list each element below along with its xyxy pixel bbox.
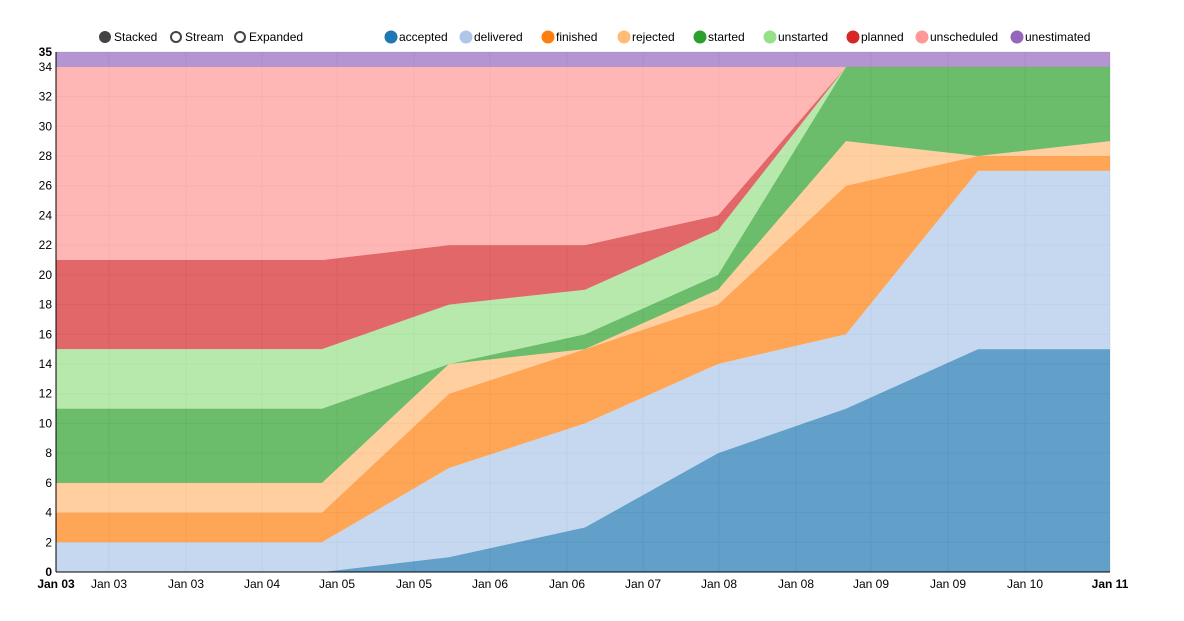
legend: accepted delivered finished rejected started… <box>384 30 1090 44</box>
x-tick-label: Jan 04 <box>244 577 280 591</box>
area-accepted[interactable] <box>56 349 1110 572</box>
x-tick-label: Jan 05 <box>396 577 432 591</box>
control-label[interactable]: Stream <box>185 30 224 44</box>
y-tick-label: 2 <box>45 535 52 549</box>
legend-item-started[interactable]: started <box>693 30 745 44</box>
legend-label[interactable]: unstarted <box>778 30 828 44</box>
x-tick-label: Jan 03 <box>37 577 75 591</box>
y-tick-label: 10 <box>39 416 53 430</box>
legend-swatch-icon[interactable] <box>541 30 555 44</box>
y-tick-label: 22 <box>39 238 53 252</box>
area-delivered[interactable] <box>56 170 1110 572</box>
y-tick-label: 4 <box>45 506 52 520</box>
control-label[interactable]: Stacked <box>114 30 157 44</box>
legend-label[interactable]: unestimated <box>1025 30 1090 44</box>
control-radio-icon[interactable] <box>234 31 246 43</box>
y-tick-label: 14 <box>39 357 53 371</box>
x-tick-label: Jan 08 <box>778 577 814 591</box>
area-started[interactable] <box>56 66 1110 483</box>
chart-style-controls: Stacked Stream Expanded <box>99 30 303 44</box>
legend-item-accepted[interactable]: accepted <box>384 30 448 44</box>
legend-swatch-icon[interactable] <box>846 30 860 44</box>
series-areas <box>56 52 1110 572</box>
y-tick-label: 28 <box>39 149 53 163</box>
control-stream[interactable]: Stream <box>170 30 224 44</box>
legend-item-finished[interactable]: finished <box>541 30 597 44</box>
x-tick-label: Jan 05 <box>319 577 355 591</box>
y-tick-label: 30 <box>39 119 53 133</box>
legend-item-unestimated[interactable]: unestimated <box>1010 30 1090 44</box>
legend-item-unscheduled[interactable]: unscheduled <box>915 30 998 44</box>
legend-swatch-icon[interactable] <box>1010 30 1024 44</box>
y-tick-label: 34 <box>39 60 53 74</box>
x-tick-label: Jan 03 <box>91 577 127 591</box>
legend-swatch-icon[interactable] <box>617 30 631 44</box>
control-expanded[interactable]: Expanded <box>234 30 303 44</box>
x-tick-label: Jan 03 <box>168 577 204 591</box>
legend-swatch-icon[interactable] <box>459 30 473 44</box>
legend-swatch-icon[interactable] <box>915 30 929 44</box>
y-tick-label: 18 <box>39 298 53 312</box>
control-radio-icon[interactable] <box>99 31 111 43</box>
y-tick-label: 20 <box>39 268 53 282</box>
legend-item-delivered[interactable]: delivered <box>459 30 523 44</box>
area-unstarted[interactable] <box>56 66 1110 409</box>
legend-label[interactable]: started <box>708 30 745 44</box>
area-planned[interactable] <box>56 66 1110 350</box>
legend-label[interactable]: finished <box>556 30 597 44</box>
area-unscheduled[interactable] <box>56 66 1110 261</box>
legend-label[interactable]: accepted <box>399 30 448 44</box>
legend-swatch-icon[interactable] <box>763 30 777 44</box>
y-tick-label: 0 <box>45 565 52 579</box>
legend-item-unstarted[interactable]: unstarted <box>763 30 828 44</box>
area-unestimated[interactable] <box>56 52 1110 67</box>
control-stacked[interactable]: Stacked <box>99 30 157 44</box>
legend-label[interactable]: rejected <box>632 30 675 44</box>
x-tick-label: Jan 11 <box>1092 577 1129 591</box>
y-tick-label: 12 <box>39 387 53 401</box>
legend-label[interactable]: planned <box>861 30 904 44</box>
y-tick-label: 32 <box>39 90 53 104</box>
y-tick-label: 26 <box>39 179 53 193</box>
legend-swatch-icon[interactable] <box>384 30 398 44</box>
area-finished[interactable] <box>56 156 1110 543</box>
x-tick-label: Jan 06 <box>472 577 508 591</box>
y-tick-label: 8 <box>45 446 52 460</box>
y-tick-label: 24 <box>39 208 53 222</box>
x-tick-label: Jan 10 <box>1007 577 1043 591</box>
x-tick-label: Jan 09 <box>930 577 966 591</box>
y-tick-label: 6 <box>45 476 52 490</box>
legend-label[interactable]: delivered <box>474 30 523 44</box>
control-radio-icon[interactable] <box>170 31 182 43</box>
y-tick-label: 35 <box>39 45 53 59</box>
legend-label[interactable]: unscheduled <box>930 30 998 44</box>
x-tick-label: Jan 06 <box>549 577 585 591</box>
legend-swatch-icon[interactable] <box>693 30 707 44</box>
y-tick-label: 16 <box>39 327 53 341</box>
control-label[interactable]: Expanded <box>249 30 303 44</box>
legend-item-planned[interactable]: planned <box>846 30 904 44</box>
legend-item-rejected[interactable]: rejected <box>617 30 675 44</box>
x-tick-label: Jan 07 <box>625 577 661 591</box>
x-tick-label: Jan 08 <box>701 577 737 591</box>
x-tick-label: Jan 09 <box>853 577 889 591</box>
